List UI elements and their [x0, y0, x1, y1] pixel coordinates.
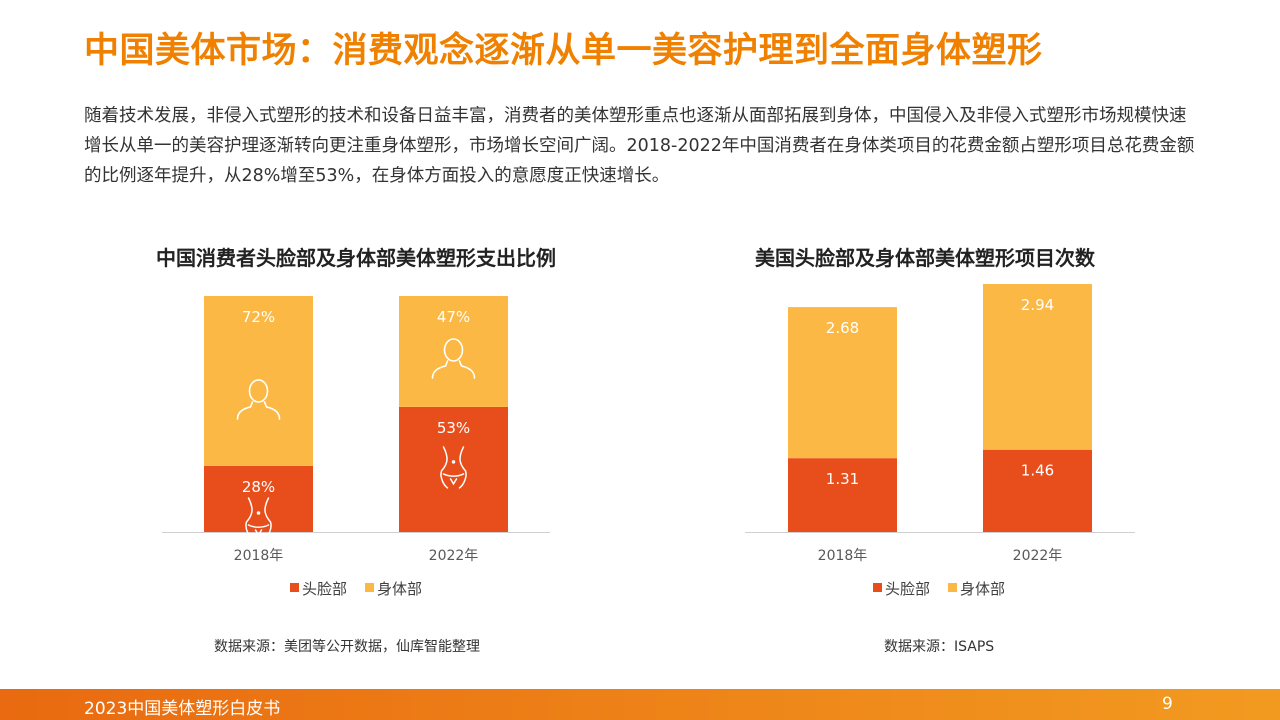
data-label: 47% [437, 308, 470, 326]
waist-icon [440, 446, 467, 489]
legend-swatch-face [873, 583, 882, 592]
x-tick-label: 2022年 [429, 548, 479, 564]
x-tick-label: 2018年 [818, 548, 868, 564]
head-shape [248, 379, 269, 403]
waist-shape [440, 446, 467, 489]
person-bust-icon [236, 379, 281, 420]
page-title: 中国美体市场：消费观念逐渐从单一美容护理到全面身体塑形 [84, 31, 1043, 71]
legend-swatch-body [948, 583, 957, 592]
data-label: 72% [242, 308, 275, 326]
data-label: 1.31 [826, 470, 859, 488]
navel-shape [256, 511, 261, 515]
page-number: 9 [1162, 694, 1173, 714]
left-chart-source: 数据来源：美团等公开数据，仙库智能整理 [214, 639, 480, 655]
legend-label-face: 头脸部 [885, 580, 930, 598]
data-label: 2.68 [826, 319, 859, 337]
right-chart-source: 数据来源：ISAPS [884, 639, 995, 655]
data-label: 28% [242, 478, 275, 496]
legend-swatch-body [365, 583, 374, 592]
legend-label-body: 身体部 [960, 580, 1005, 598]
left-chart-title: 中国消费者头脸部及身体部美体塑形支出比例 [156, 246, 556, 270]
person-bust-icon [431, 338, 476, 379]
bar-face-2 [399, 406, 508, 532]
head-shape [443, 338, 464, 362]
intro-paragraph: 随着技术发展，非侵入式塑形的技术和设备日益丰富，消费者的美体塑形重点也逐渐从面部… [84, 106, 1195, 186]
navel-shape [451, 460, 456, 464]
waist-shape [245, 497, 272, 540]
waist-icon [245, 497, 272, 540]
legend-label-body: 身体部 [377, 580, 422, 598]
bar-face-1 [204, 465, 313, 532]
data-label: 2.94 [1021, 296, 1054, 314]
bar-face-2 [983, 449, 1092, 532]
data-label: 1.46 [1021, 462, 1054, 480]
bar-body-1 [204, 296, 313, 466]
x-tick-label: 2022年 [1013, 548, 1063, 564]
footer-title: 2023中国美体塑形白皮书 [84, 699, 281, 719]
bar-body-2 [399, 296, 508, 407]
shoulders-shape [236, 401, 281, 420]
legend-label-face: 头脸部 [302, 580, 347, 598]
data-label: 53% [437, 419, 470, 437]
right-chart-title: 美国头脸部及身体部美体塑形项目次数 [755, 246, 1095, 270]
bar-body-2 [983, 284, 1092, 450]
legend-swatch-face [290, 583, 299, 592]
shoulders-shape [431, 360, 476, 379]
bar-face-1 [788, 458, 897, 532]
x-tick-label: 2018年 [234, 548, 284, 564]
bar-body-1 [788, 307, 897, 459]
footer-bar: 2023中国美体塑形白皮书 9 [0, 689, 1280, 720]
